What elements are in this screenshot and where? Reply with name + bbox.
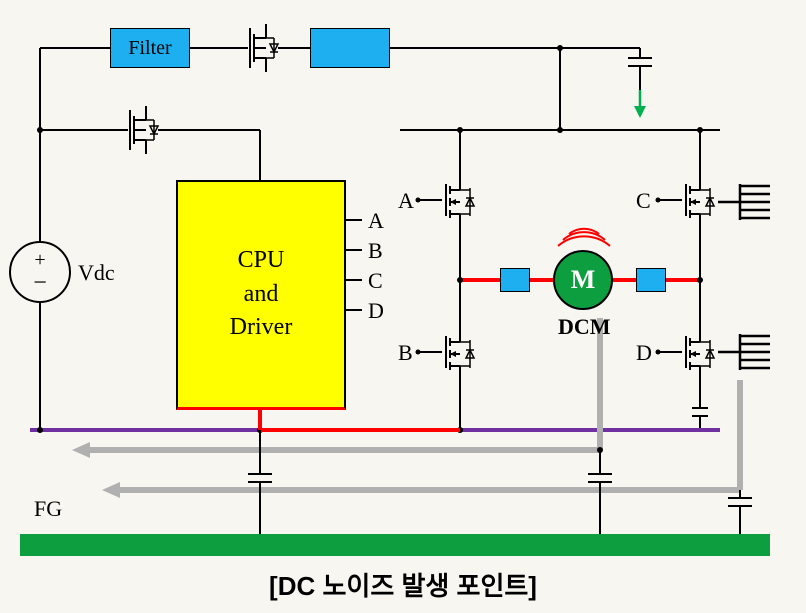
cpu-line3: Driver [230, 311, 293, 345]
svg-text:+: + [34, 249, 45, 271]
motor-label: M [571, 265, 596, 295]
ground-bar [20, 534, 770, 556]
cpu-line1: CPU [238, 244, 285, 278]
caption: [DC 노이즈 발생 포인트] [0, 566, 806, 603]
motor-inductor-right [636, 268, 666, 292]
filter-label: Filter [128, 37, 171, 60]
cpu-line2: and [244, 278, 279, 312]
svg-text:−: − [33, 270, 47, 296]
vdc-label: Vdc [78, 260, 115, 286]
fg-label: FG [34, 496, 62, 522]
cpu-out-A: A [368, 208, 384, 234]
gate-B-label: B [398, 340, 413, 366]
motor-circle: M [553, 250, 613, 310]
cpu-out-D: D [368, 298, 384, 324]
gate-A-label: A [398, 188, 414, 214]
circuit-diagram: + − [0, 0, 806, 613]
gate-C-label: C [636, 188, 651, 214]
cpu-out-C: C [368, 268, 383, 294]
filter-block: Filter [110, 28, 190, 68]
top-inductor-block [310, 28, 390, 68]
cpu-out-B: B [368, 238, 383, 264]
cpu-driver-block: CPU and Driver [176, 180, 346, 410]
motor-inductor-left [500, 268, 530, 292]
gate-D-label: D [636, 340, 652, 366]
dcm-label: DCM [558, 314, 611, 340]
